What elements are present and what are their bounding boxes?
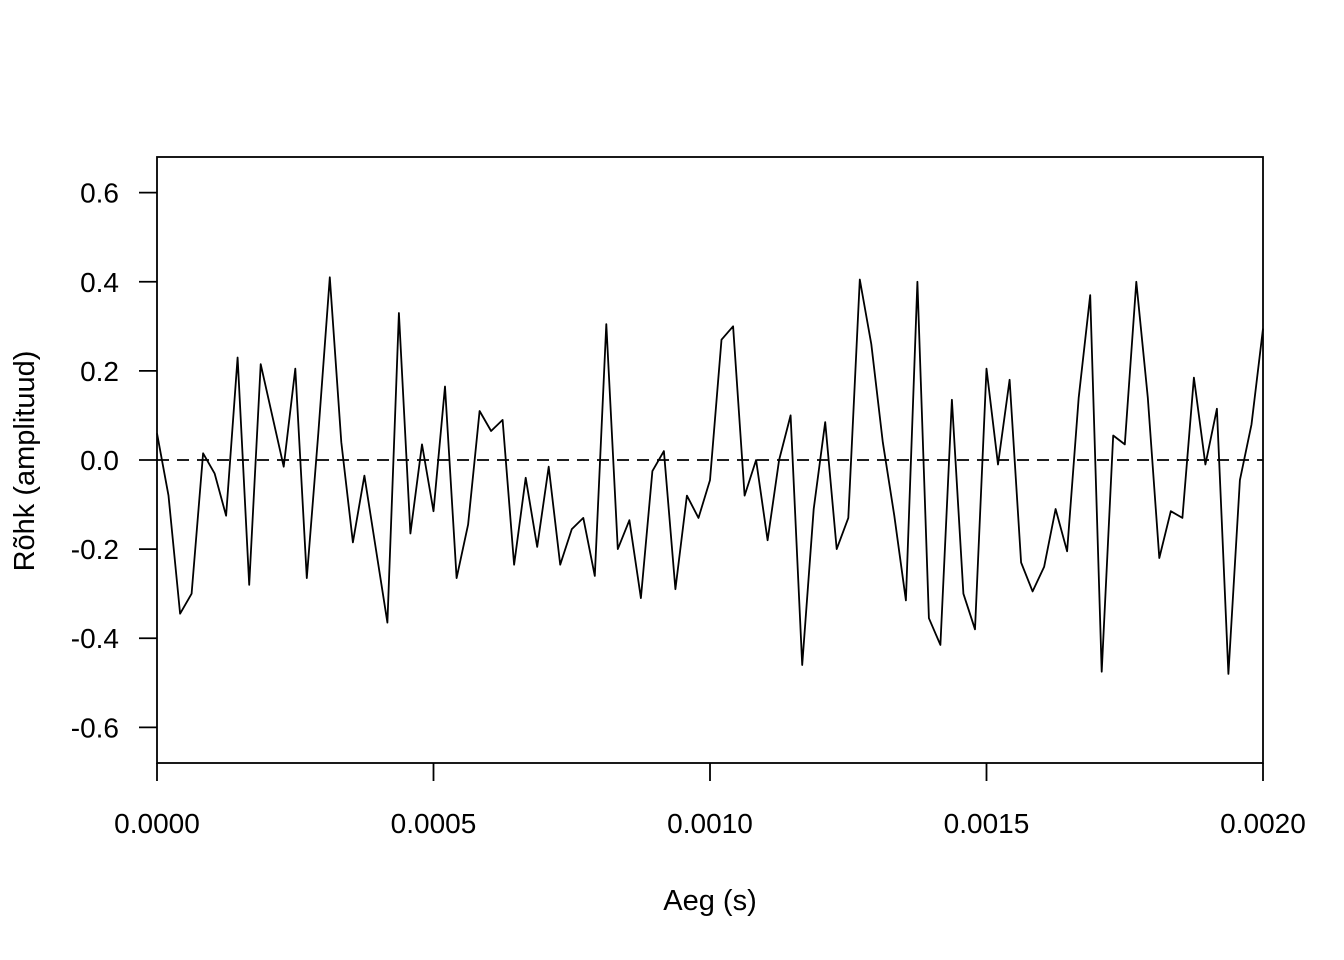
y-tick-label-1: 0.4	[80, 267, 119, 298]
y-axis: 0.6 0.4 0.2 0.0 -0.2 -0.4 -0.6	[71, 178, 157, 743]
y-tick-label-0: 0.6	[80, 178, 119, 209]
y-tick-label-3: 0.0	[80, 445, 119, 476]
x-tick-label-1: 0.0005	[391, 808, 477, 839]
x-tick-label-0: 0.0000	[114, 808, 200, 839]
x-axis-title: Aeg (s)	[663, 885, 756, 917]
y-tick-label-6: -0.6	[71, 712, 119, 743]
x-tick-label-3: 0.0015	[944, 808, 1030, 839]
y-tick-label-4: -0.2	[71, 534, 119, 565]
y-tick-label-2: 0.2	[80, 356, 119, 387]
x-tick-label-4: 0.0020	[1220, 808, 1306, 839]
x-tick-label-2: 0.0010	[667, 808, 753, 839]
x-axis: 0.0000 0.0005 0.0010 0.0015 0.0020	[114, 763, 1306, 839]
y-tick-label-5: -0.4	[71, 623, 119, 654]
series-line	[156, 276, 1264, 675]
y-axis-title: Rõhk (amplituud)	[9, 351, 41, 572]
